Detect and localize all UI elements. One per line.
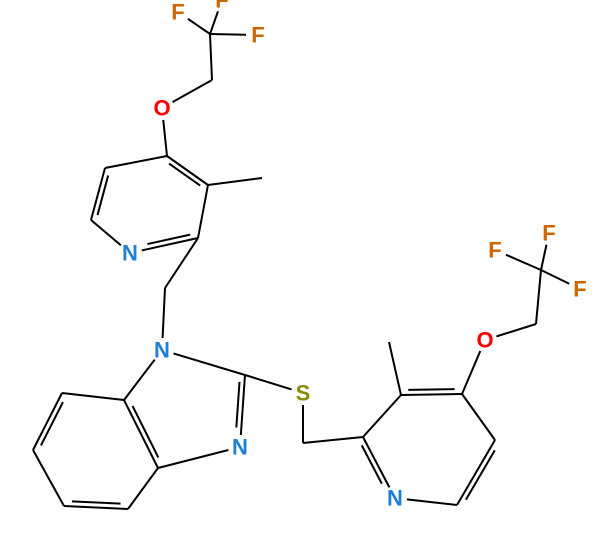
bond: [363, 437, 389, 487]
atom-o: O: [153, 96, 170, 121]
bond: [167, 156, 208, 185]
bond: [163, 120, 167, 156]
bond: [462, 394, 495, 440]
bond: [363, 395, 401, 437]
bond: [33, 450, 64, 506]
atom-f: F: [171, 0, 184, 25]
atom-n: N: [387, 486, 403, 511]
bond: [457, 440, 495, 505]
bond: [62, 393, 124, 400]
bond: [241, 375, 245, 435]
bond: [169, 164, 200, 186]
bond: [173, 353, 245, 375]
atom-f: F: [542, 221, 555, 246]
bond: [466, 450, 495, 499]
bond: [124, 360, 155, 400]
atom-n: N: [122, 241, 138, 266]
atom-f: F: [251, 23, 264, 48]
bond: [245, 375, 292, 389]
atom-n: N: [232, 435, 248, 460]
atom-s: S: [296, 381, 311, 406]
bond: [362, 445, 382, 483]
bond: [72, 501, 121, 503]
bond: [210, 34, 246, 35]
atom-f: F: [573, 277, 586, 302]
bond: [188, 19, 210, 34]
bond: [496, 324, 536, 336]
bond: [462, 351, 480, 394]
bond: [91, 220, 121, 245]
bond: [541, 270, 569, 284]
bond: [541, 245, 546, 270]
bond: [165, 238, 198, 288]
bond: [158, 450, 228, 468]
bond: [407, 499, 457, 505]
bond: [33, 393, 62, 450]
bond: [198, 185, 208, 238]
bond: [105, 156, 167, 168]
bond: [408, 389, 454, 390]
bond: [41, 402, 63, 445]
bond: [172, 80, 212, 102]
atom-n: N: [154, 338, 170, 363]
bond: [303, 437, 363, 443]
bond: [210, 34, 212, 80]
bond: [208, 178, 262, 185]
bond: [128, 468, 158, 509]
bond: [536, 270, 541, 324]
bond: [133, 406, 159, 458]
bond: [163, 288, 165, 338]
bond: [210, 11, 218, 34]
molecule-diagram: N N N O F F F S N O F F F: [0, 0, 600, 549]
bond: [64, 506, 128, 509]
bond: [506, 255, 541, 270]
atom-o: O: [476, 328, 493, 353]
bond: [98, 176, 109, 216]
atom-f: F: [215, 0, 228, 13]
bond: [401, 394, 462, 395]
bond: [236, 382, 239, 428]
atom-f: F: [488, 238, 501, 263]
bond: [389, 342, 401, 395]
bond: [124, 400, 158, 468]
bond: [147, 235, 190, 244]
